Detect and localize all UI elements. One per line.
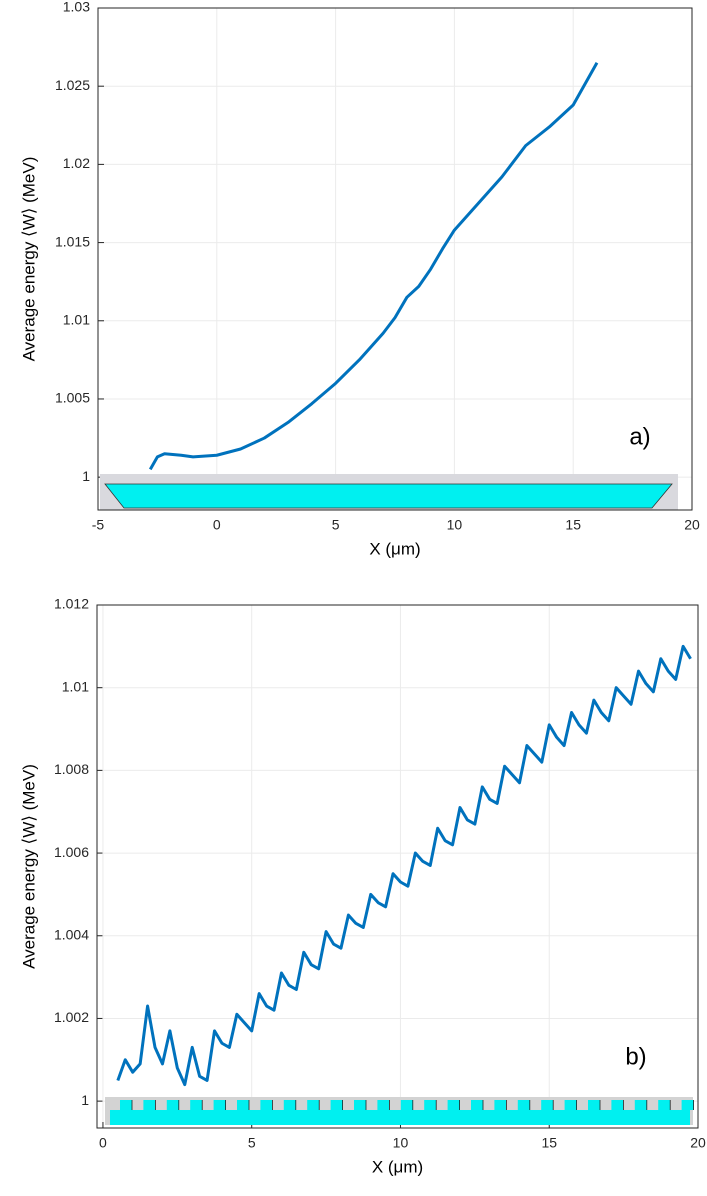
schematic-slot bbox=[120, 1100, 132, 1110]
x-tick-label: 5 bbox=[332, 517, 340, 533]
schematic-slot bbox=[330, 1100, 343, 1110]
y-axis-title: Average energy ⟨W⟩ (MeV) bbox=[19, 764, 38, 969]
schematic-slot bbox=[564, 1100, 577, 1110]
annotation: a) bbox=[629, 423, 650, 450]
schematic-slot bbox=[143, 1100, 156, 1110]
schematic-slot bbox=[237, 1100, 249, 1110]
schematic-slot bbox=[213, 1100, 226, 1110]
plot-area bbox=[97, 605, 698, 1128]
chart: 1 1.002 1.004 1.006 1.008 1.01 1.012 0 5 10 15 20 b)… bbox=[19, 596, 706, 1177]
data-line bbox=[148, 62, 599, 471]
y-tick-label: 1.025 bbox=[55, 77, 90, 93]
y-tick-label: 1.005 bbox=[55, 390, 90, 406]
data-line bbox=[116, 644, 692, 1087]
x-tick-label: 0 bbox=[99, 1135, 107, 1151]
x-tick-label: 10 bbox=[393, 1135, 409, 1151]
x-tick-label: 15 bbox=[565, 517, 581, 533]
x-tick-label: 20 bbox=[690, 1135, 706, 1151]
schematic-slot bbox=[283, 1100, 296, 1110]
schematic-slot bbox=[588, 1100, 600, 1110]
y-tick-label: 1.006 bbox=[54, 844, 89, 860]
schematic-slot bbox=[517, 1100, 530, 1110]
schematic-slot bbox=[658, 1100, 671, 1110]
schematic-slot bbox=[611, 1100, 624, 1110]
plot-area bbox=[98, 8, 692, 510]
schematic-slot bbox=[541, 1100, 554, 1110]
x-tick-label: -5 bbox=[92, 517, 105, 533]
schematic-slot bbox=[471, 1100, 483, 1110]
x-tick-label: 20 bbox=[684, 517, 700, 533]
y-tick-label: 1.015 bbox=[55, 233, 90, 249]
schematic-body bbox=[104, 483, 673, 509]
chart: 1 1.005 1.01 1.015 1.02 1.025 1.03 -5 0 5 10 15 20 a)… bbox=[19, 0, 700, 558]
schematic-body bbox=[110, 1110, 690, 1125]
schematic-slot bbox=[634, 1100, 647, 1110]
x-tick-label: 0 bbox=[213, 517, 221, 533]
y-tick-label: 1.008 bbox=[54, 761, 89, 777]
schematic-slot bbox=[424, 1100, 437, 1110]
schematic-slot bbox=[166, 1100, 179, 1110]
x-axis-title: X (μm) bbox=[369, 539, 420, 558]
y-tick-label: 1.01 bbox=[63, 311, 90, 327]
plot-border bbox=[96, 604, 699, 1129]
annotation: b) bbox=[625, 1043, 646, 1070]
schematic-slot bbox=[400, 1100, 413, 1110]
plot-border bbox=[97, 7, 693, 511]
schematic-slot bbox=[447, 1100, 460, 1110]
y-tick-label: 1.004 bbox=[54, 926, 89, 942]
schematic-slot bbox=[354, 1100, 366, 1110]
x-tick-label: 10 bbox=[447, 517, 463, 533]
schematic-slot bbox=[377, 1100, 390, 1110]
y-tick-label: 1 bbox=[81, 1092, 89, 1108]
schematic-slot bbox=[681, 1100, 694, 1110]
schematic-slot bbox=[494, 1100, 507, 1110]
y-tick-label: 1.01 bbox=[62, 678, 89, 694]
y-axis-title: Average energy ⟨W⟩ (MeV) bbox=[19, 157, 38, 362]
y-tick-label: 1.012 bbox=[54, 596, 89, 612]
x-tick-label: 15 bbox=[541, 1135, 557, 1151]
x-tick-label: 5 bbox=[248, 1135, 256, 1151]
y-tick-label: 1.002 bbox=[54, 1009, 89, 1025]
x-axis-title: X (μm) bbox=[372, 1157, 423, 1176]
y-tick-label: 1.03 bbox=[63, 0, 90, 15]
schematic-slot bbox=[307, 1100, 320, 1110]
schematic-slot bbox=[190, 1100, 203, 1110]
y-tick-label: 1 bbox=[82, 468, 90, 484]
y-tick-label: 1.02 bbox=[63, 155, 90, 171]
schematic-slot bbox=[260, 1100, 273, 1110]
